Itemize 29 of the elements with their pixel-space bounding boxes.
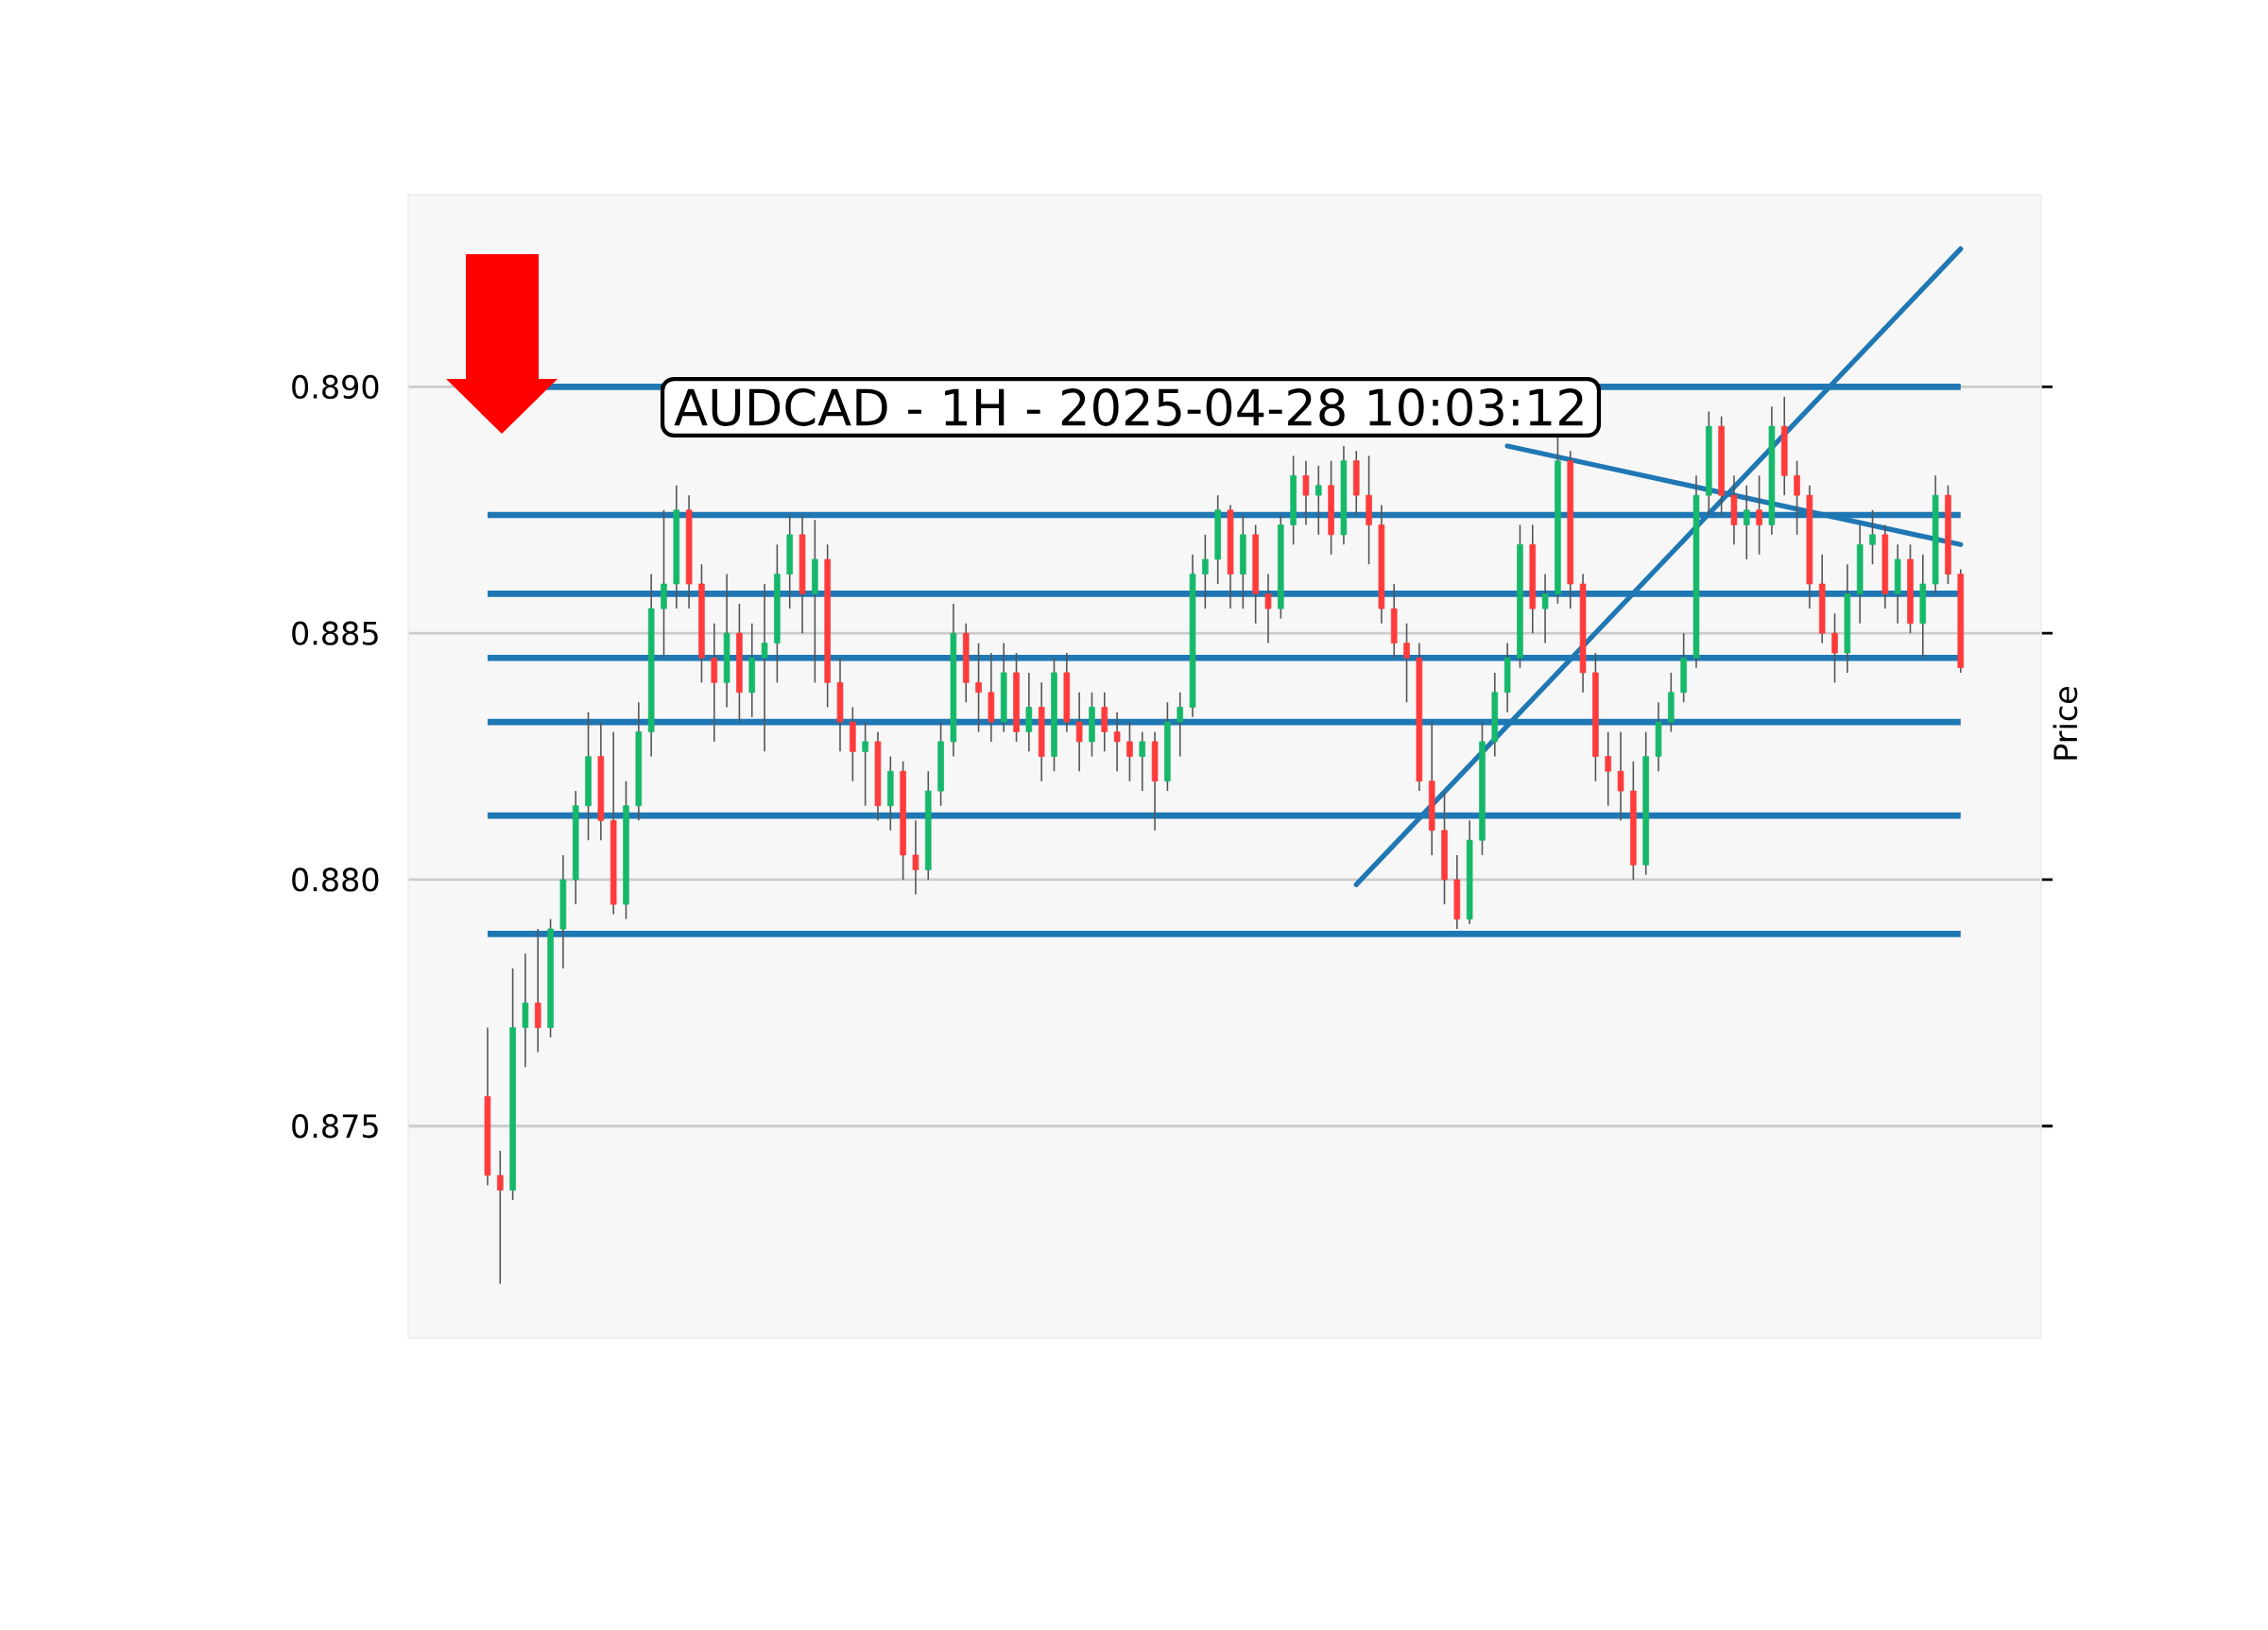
y-tick-label: 0.885 (292, 621, 378, 645)
candlestick (496, 1150, 504, 1285)
y-axis-title: Price (2053, 687, 2078, 760)
candlestick (1302, 459, 1310, 526)
candlestick (1139, 730, 1146, 792)
candlestick (1113, 711, 1121, 772)
candlestick (1605, 730, 1611, 807)
candlestick (1177, 691, 1183, 758)
candlestick (1756, 474, 1762, 556)
y-tick-label: 0.880 (292, 867, 379, 892)
y-tick-label: 0.890 (292, 374, 379, 400)
candlestick (1831, 612, 1838, 684)
candlestick (912, 819, 919, 896)
candlestick (975, 642, 982, 733)
candlestick (1541, 573, 1549, 644)
candlestick (1617, 730, 1624, 822)
candlestick (862, 721, 868, 807)
candlestick (1126, 721, 1133, 782)
candlestick (1869, 509, 1876, 565)
candlestick (1315, 465, 1322, 536)
candlestick (1264, 573, 1272, 644)
candlestick (1075, 691, 1083, 772)
text: AUDCAD - 1H - 2025-04-28 10:03:12 (674, 388, 1583, 426)
y-tick-label: 0.875 (292, 1114, 378, 1139)
candlestick (1794, 459, 1800, 536)
candlestick (761, 583, 768, 753)
candlestick (1403, 622, 1410, 703)
candlestick (1202, 534, 1209, 609)
candlestick (1743, 484, 1750, 560)
